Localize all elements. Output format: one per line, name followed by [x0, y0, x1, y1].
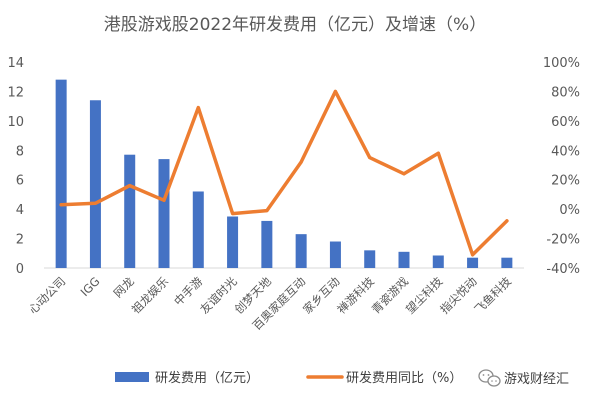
bar: [227, 216, 239, 268]
legend-item-line: 研发费用同比（%）: [306, 370, 462, 386]
line-series: [59, 89, 509, 257]
bar: [398, 251, 410, 268]
line-point: [402, 172, 406, 176]
bar: [501, 257, 513, 268]
line-point: [471, 253, 475, 257]
y-left-tick-label: 4: [16, 203, 24, 218]
legend: 研发费用（亿元） 研发费用同比（%）: [115, 370, 462, 386]
line-point: [299, 160, 303, 164]
x-tick-label: 望尘科技: [403, 274, 446, 317]
legend-label-line: 研发费用同比（%）: [346, 370, 462, 386]
y-right-tick-label: 100%: [543, 56, 580, 71]
x-tick-label: 心动公司: [26, 274, 68, 316]
x-tick-label: 青瓷游戏: [369, 274, 412, 317]
y-left-tick-label: 10: [7, 115, 24, 130]
y-left-tick-label: 8: [16, 144, 24, 159]
bar: [192, 191, 204, 268]
x-tick-label: 家乡互动: [300, 274, 342, 316]
y-right-tick-label: 60%: [551, 115, 580, 130]
line-point: [59, 203, 63, 207]
y-axis-right: -40% -20% 0% 20% 40% 60% 80% 100%: [543, 56, 580, 277]
line-point: [505, 219, 509, 223]
line-point: [436, 151, 440, 155]
y-left-tick-label: 12: [7, 85, 24, 100]
bar: [124, 154, 136, 268]
y-left-tick-label: 2: [16, 233, 24, 248]
series-line: [59, 89, 509, 257]
line-point: [231, 212, 235, 216]
line-point: [196, 106, 200, 110]
wechat-icon: [478, 369, 501, 387]
x-tick-label: 指尖悦动: [437, 274, 479, 316]
bar: [432, 255, 444, 268]
y-right-tick-label: -20%: [546, 233, 580, 248]
bar: [55, 79, 67, 269]
y-right-tick-label: -40%: [546, 262, 580, 277]
x-tick-label: IGG: [78, 274, 103, 299]
bar: [364, 250, 376, 268]
line-point: [333, 89, 337, 93]
x-tick-label: 飞鱼科技: [472, 274, 515, 317]
y-right-tick-label: 80%: [551, 85, 580, 100]
watermark: 游戏财经汇: [478, 369, 569, 387]
line-point: [93, 201, 97, 205]
bar: [89, 100, 101, 268]
x-tick-label: 网龙: [111, 274, 138, 301]
bar: [295, 234, 307, 268]
bar: [158, 159, 170, 268]
x-tick-label: 禅游科技: [334, 274, 377, 317]
line-point: [368, 156, 372, 160]
line-point: [265, 209, 269, 213]
x-tick-label: 祖龙娱乐: [129, 274, 172, 317]
chart-title: 港股游戏股2022年研发费用（亿元）及增速（%）: [104, 15, 486, 35]
y-left-tick-label: 6: [16, 174, 24, 189]
y-right-tick-label: 20%: [551, 174, 580, 189]
y-right-tick-label: 40%: [551, 144, 580, 159]
bar: [329, 241, 341, 268]
watermark-text: 游戏财经汇: [504, 372, 569, 387]
y-axis-left: 0 2 4 6 8 10 12 14: [7, 56, 24, 277]
legend-label-bar: 研发费用（亿元）: [155, 370, 259, 386]
legend-bar-swatch: [115, 372, 149, 382]
y-left-tick-label: 14: [7, 56, 24, 71]
bar: [467, 257, 479, 268]
bar: [261, 220, 273, 268]
legend-item-bar: 研发费用（亿元）: [115, 370, 259, 386]
y-left-tick-label: 0: [16, 262, 24, 277]
bar-series: [55, 79, 513, 269]
line-point: [128, 184, 132, 188]
line-point: [162, 198, 166, 202]
y-right-tick-label: 0%: [559, 203, 580, 218]
